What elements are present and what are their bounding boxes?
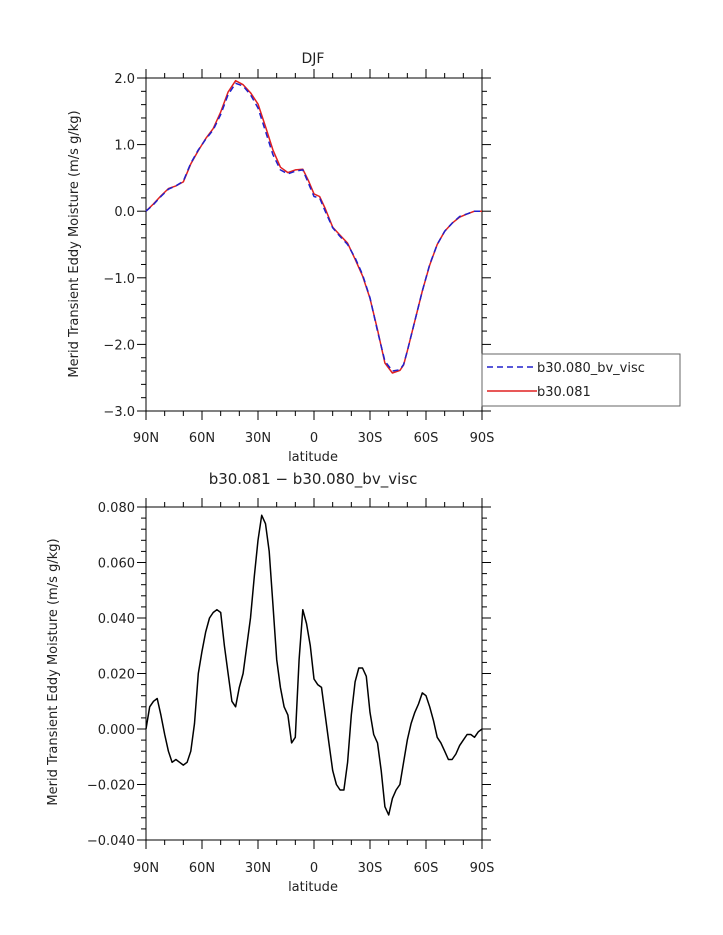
x-tick-label: 60N (189, 431, 215, 446)
x-tick-label: 30S (358, 861, 383, 876)
x-tick-label: 60N (189, 861, 215, 876)
x-axis: 90N 60N 30N 0 30S 60S 90S (133, 498, 495, 876)
y-tick-label: 1.0 (114, 139, 135, 154)
x-tick-label: 90N (133, 431, 159, 446)
x-tick-label: 90S (470, 861, 495, 876)
chart-title: b30.081 − b30.080_bv_visc (209, 470, 418, 489)
x-tick-label: 30N (245, 431, 271, 446)
plot-lines (145, 514, 483, 816)
x-tick-label: 60S (414, 431, 439, 446)
x-axis: 90N 60N 30N 0 30S 60S 90S (133, 69, 495, 446)
y-tick-label: −1.0 (103, 272, 135, 287)
x-axis-label: latitude (288, 880, 338, 895)
y-tick-label: −3.0 (103, 405, 135, 420)
x-tick-label: 30S (358, 431, 383, 446)
y-tick-label: −0.020 (87, 779, 135, 794)
legend-label-b30-081: b30.081 (537, 385, 591, 400)
x-axis-label: latitude (288, 450, 338, 465)
x-tick-label: 30N (245, 861, 271, 876)
y-tick-label: 0.040 (98, 612, 135, 627)
y-tick-label: 0.080 (98, 501, 135, 516)
x-tick-label: 90S (470, 431, 495, 446)
y-axis: 0.080 0.060 0.040 0.020 0.000 −0.020 −0.040 (87, 501, 491, 849)
legend-label-b30-080: b30.080_bv_visc (537, 361, 645, 376)
legend: b30.080_bv_visc b30.081 (481, 353, 681, 407)
y-axis-label: Merid Transient Eddy Moisture (m/s g/kg) (67, 110, 82, 377)
x-tick-label: 60S (414, 861, 439, 876)
x-tick-label: 90N (133, 861, 159, 876)
y-axis-label: Merid Transient Eddy Moisture (m/s g/kg) (46, 538, 61, 805)
y-tick-label: 0.0 (114, 205, 135, 220)
y-tick-label: 0.000 (98, 723, 135, 738)
x-tick-label: 0 (310, 431, 318, 446)
y-tick-label: 0.060 (98, 557, 135, 572)
chart-djf: DJF 2.0 1.0 0.0 −1.0 −2.0 −3.0 90N 60N 30N 0 30S 6… (67, 51, 681, 465)
chart-title: DJF (302, 51, 325, 67)
y-tick-label: −2.0 (103, 338, 135, 353)
plot-lines (145, 79, 482, 374)
series-line-difference (145, 514, 483, 816)
x-tick-label: 0 (310, 861, 318, 876)
chart-difference: b30.081 − b30.080_bv_visc 0.080 0.060 0.04… (46, 470, 494, 895)
y-tick-label: 0.020 (98, 668, 135, 683)
legend-box (481, 353, 681, 407)
plot-frame (145, 77, 483, 412)
y-tick-label: 2.0 (114, 72, 135, 87)
series-line-b30-080-bv-visc (145, 82, 482, 372)
y-axis: 2.0 1.0 0.0 −1.0 −2.0 −3.0 (103, 72, 491, 420)
y-tick-label: −0.040 (87, 834, 135, 849)
series-line-b30-081 (145, 79, 482, 374)
